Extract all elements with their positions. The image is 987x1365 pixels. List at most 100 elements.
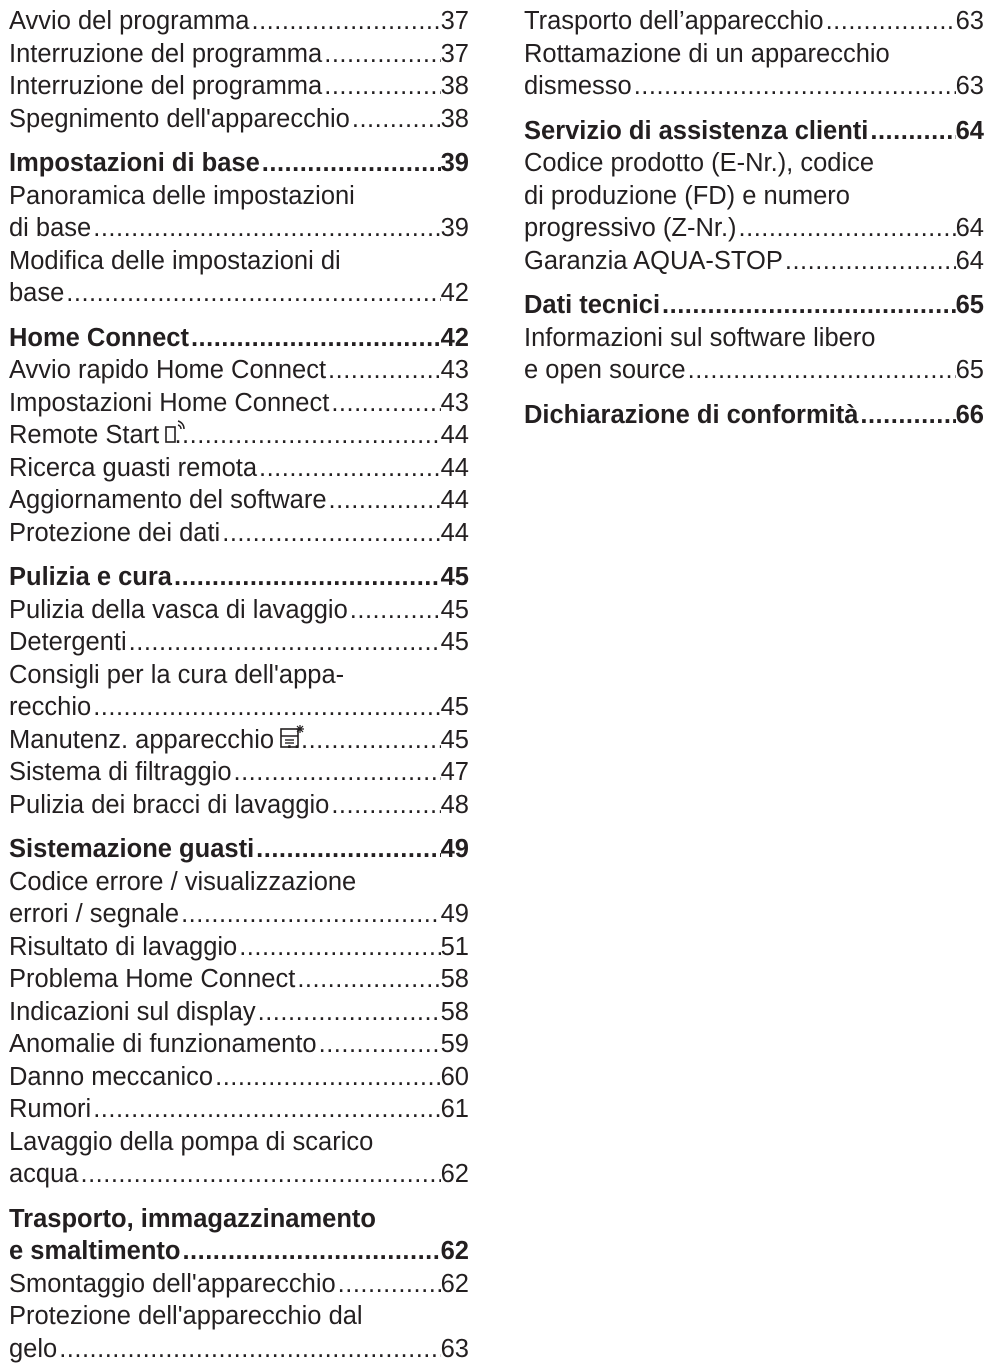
toc-title: Impostazioni Home Connect <box>9 387 329 420</box>
toc-line: Protezione dei dati ....................… <box>9 517 469 550</box>
toc-leader-dots: ........................................… <box>172 419 440 452</box>
toc-entry[interactable]: Spegnimento dell'apparecchio............… <box>9 103 469 136</box>
toc-title: Smontaggio dell'apparecchio <box>9 1268 336 1301</box>
toc-line: Trasporto dell’apparecchio .............… <box>524 5 984 38</box>
toc-line: Informazioni sul software libero <box>524 322 984 355</box>
toc-leader-dots: ........................................… <box>686 354 956 387</box>
toc-page-number: 61 <box>441 1093 469 1126</box>
toc-chapter[interactable]: Servizio di assistenza clienti..........… <box>524 115 984 148</box>
toc-chapter[interactable]: Dati tecnici............................… <box>524 289 984 322</box>
toc-line: Protezione dell'apparecchio dal <box>9 1300 469 1333</box>
toc-entry[interactable]: Impostazioni Home Connect...............… <box>9 387 469 420</box>
toc-chapter[interactable]: Home Connect ...........................… <box>9 322 469 355</box>
toc-entry[interactable]: Remote Start............................… <box>9 419 469 452</box>
toc-leader-dots: ........................................… <box>868 115 955 148</box>
toc-entry[interactable]: Indicazioni sul display ................… <box>9 996 469 1029</box>
toc-leader-dots: ........................................… <box>232 756 441 789</box>
toc-entry[interactable]: Smontaggio dell'apparecchio ............… <box>9 1268 469 1301</box>
toc-line: Pulizia dei bracci di lavaggio .........… <box>9 789 469 822</box>
toc-leader-dots: ........................................… <box>260 147 441 180</box>
toc-line: Avvio del programma.....................… <box>9 5 469 38</box>
toc-title: Interruzione del programma <box>9 38 322 71</box>
toc-entry[interactable]: Danno meccanico ........................… <box>9 1061 469 1094</box>
toc-entry[interactable]: Detergenti..............................… <box>9 626 469 659</box>
toc-leader-dots: ........................................… <box>172 561 441 594</box>
toc-line: Interruzione del programma..............… <box>9 70 469 103</box>
toc-entry[interactable]: Pulizia della vasca di lavaggio.........… <box>9 594 469 627</box>
toc-line: di base.................................… <box>9 212 469 245</box>
toc-page-number: 48 <box>441 789 469 822</box>
toc-leader-dots: ........................................… <box>295 963 440 996</box>
toc-title: Ricerca guasti remota <box>9 452 257 485</box>
toc-leader-dots: ........................................… <box>737 212 956 245</box>
toc-line: Aggiornamento del software..............… <box>9 484 469 517</box>
toc-entry[interactable]: Anomalie di funzionamento...............… <box>9 1028 469 1061</box>
toc-leader-dots: ........................................… <box>220 517 440 550</box>
toc-chapter[interactable]: Pulizia e cura..........................… <box>9 561 469 594</box>
toc-title: Detergenti <box>9 626 127 659</box>
toc-page-number: 66 <box>956 399 984 432</box>
toc-entry[interactable]: Rumori..................................… <box>9 1093 469 1126</box>
toc-line: gelo....................................… <box>9 1333 469 1365</box>
toc-title: Aggiornamento del software <box>9 484 327 517</box>
toc-entry[interactable]: Interruzione del programma..............… <box>9 70 469 103</box>
toc-entry[interactable]: Aggiornamento del software..............… <box>9 484 469 517</box>
toc-page-number: 45 <box>441 594 469 627</box>
toc-line: acqua...................................… <box>9 1158 469 1191</box>
toc-entry[interactable]: Avvio del programma.....................… <box>9 5 469 38</box>
toc-entry[interactable]: Manutenz. apparecchio...................… <box>9 724 469 757</box>
toc-line: Remote Start............................… <box>9 419 469 452</box>
toc-page-number: 45 <box>441 691 469 724</box>
toc-page-number: 38 <box>441 70 469 103</box>
toc-entry[interactable]: Pulizia dei bracci di lavaggio .........… <box>9 789 469 822</box>
toc-line: e smaltimento...........................… <box>9 1235 469 1268</box>
toc-entry[interactable]: Risultato di lavaggio...................… <box>9 931 469 964</box>
toc-leader-dots: ........................................… <box>249 5 440 38</box>
toc-page-number: 37 <box>441 38 469 71</box>
toc-chapter[interactable]: Sistemazione guasti.....................… <box>9 833 469 866</box>
toc-leader-dots: ........................................… <box>256 996 441 1029</box>
toc-title: Panoramica delle impostazioni <box>9 182 355 210</box>
toc-title: Risultato di lavaggio <box>9 931 237 964</box>
toc-chapter[interactable]: Impostazioni di base....................… <box>9 147 469 180</box>
toc-leader-dots: ........................................… <box>336 1268 441 1301</box>
toc-title: Impostazioni di base <box>9 147 260 180</box>
toc-line: Smontaggio dell'apparecchio ............… <box>9 1268 469 1301</box>
toc-page-number: 44 <box>441 484 469 517</box>
toc-line: Sistema di filtraggio...................… <box>9 756 469 789</box>
toc-entry[interactable]: Garanzia AQUA-STOP......................… <box>524 245 984 278</box>
toc-chapter[interactable]: Dichiarazione di conformità ............… <box>524 399 984 432</box>
toc-leader-dots: ........................................… <box>660 289 956 322</box>
toc-entry[interactable]: Problema Home Connect...................… <box>9 963 469 996</box>
toc-page-number: 62 <box>441 1235 469 1268</box>
toc-line: Avvio rapido Home Connect...............… <box>9 354 469 387</box>
toc-title: base <box>9 277 64 310</box>
toc-entry[interactable]: Interruzione del programma..............… <box>9 38 469 71</box>
toc-leader-dots: ........................................… <box>64 277 440 310</box>
toc-line: Sistemazione guasti.....................… <box>9 833 469 866</box>
toc-leader-dots: ........................................… <box>824 5 956 38</box>
toc-entry[interactable]: Ricerca guasti remota ..................… <box>9 452 469 485</box>
toc-leader-dots: ........................................… <box>91 212 440 245</box>
toc-entry[interactable]: Protezione dei dati ....................… <box>9 517 469 550</box>
toc-title: Sistemazione guasti <box>9 833 254 866</box>
toc-title: Avvio del programma <box>9 5 249 38</box>
toc-entry[interactable]: Avvio rapido Home Connect...............… <box>9 354 469 387</box>
toc-title: e open source <box>524 354 686 387</box>
toc-entry[interactable]: Trasporto dell’apparecchio .............… <box>524 5 984 38</box>
toc-page-number: 63 <box>956 5 984 38</box>
toc-entry[interactable]: Consigli per la cura dell'appa-recchio..… <box>9 659 469 724</box>
toc-title: Garanzia AQUA-STOP <box>524 245 783 278</box>
toc-line: Consigli per la cura dell'appa- <box>9 659 469 692</box>
toc-entry[interactable]: Sistema di filtraggio...................… <box>9 756 469 789</box>
toc-line: base....................................… <box>9 277 469 310</box>
